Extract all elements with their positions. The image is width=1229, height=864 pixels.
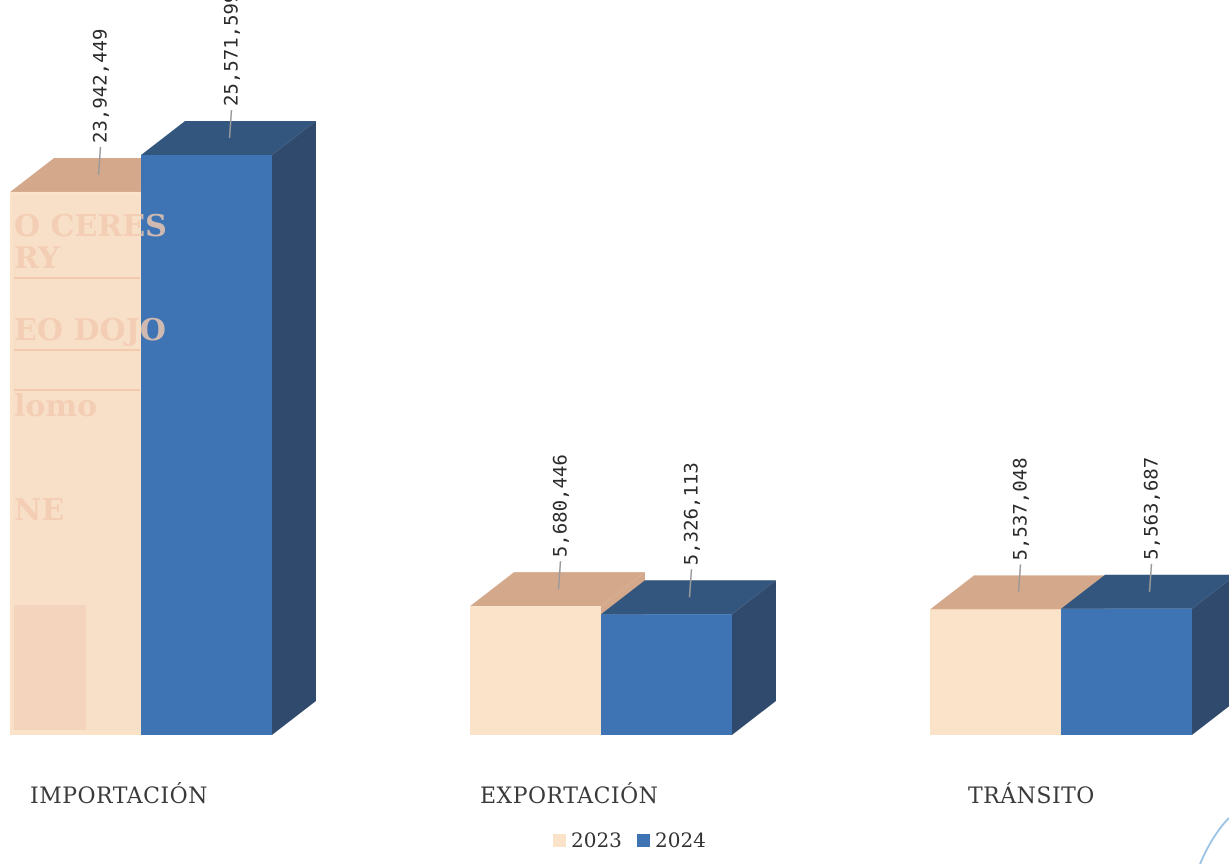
legend-swatch-2023 bbox=[553, 834, 566, 847]
bar-1-2023-front bbox=[470, 606, 601, 735]
leader-line-0-2024 bbox=[228, 109, 233, 139]
bar-2-2024-front bbox=[1061, 608, 1192, 735]
data-label-2-2024: 5,563,687 bbox=[1141, 457, 1163, 560]
bar-0-2024-front bbox=[141, 155, 272, 735]
stamp-box bbox=[14, 605, 86, 730]
stamp-line-4: NE bbox=[14, 493, 64, 528]
bar-2-2024 bbox=[1061, 574, 1229, 735]
leader-line-1-2024 bbox=[688, 569, 693, 598]
bar-0-2024 bbox=[141, 121, 316, 735]
data-label-0-2023: 23,942,449 bbox=[90, 29, 112, 143]
bar-1-2024-front bbox=[601, 614, 732, 735]
bar-2-2024-side bbox=[1192, 580, 1229, 735]
bar-2-2024-top bbox=[1061, 574, 1229, 609]
category-label-2: TRÁNSITO bbox=[968, 782, 1095, 809]
stamp-line-1: RY bbox=[14, 241, 60, 276]
bar-0-2024-side bbox=[272, 121, 316, 735]
data-label-0-2024: 25,571,599 bbox=[221, 0, 243, 106]
stamp-line-0: O CERES bbox=[14, 209, 167, 244]
data-label-1-2023: 5,680,446 bbox=[550, 454, 572, 557]
bars-layer bbox=[10, 121, 1229, 736]
value-labels-layer: 23,942,449 25,571,599 5,680,446 5,326,113 5,… bbox=[90, 0, 1163, 598]
leader-line-0-2023 bbox=[97, 146, 102, 176]
category-labels-layer: IMPORTACIÓN EXPORTACIÓN TRÁNSITO bbox=[30, 782, 1095, 809]
category-label-1: EXPORTACIÓN bbox=[480, 782, 658, 809]
legend-label-2023: 2023 bbox=[571, 828, 622, 852]
bar-1-2024-side bbox=[732, 580, 776, 735]
legend-swatch-2024 bbox=[637, 834, 650, 847]
stamp-line-3: lomo bbox=[14, 389, 97, 424]
bar-2-2023-front bbox=[930, 609, 1061, 735]
category-label-0: IMPORTACIÓN bbox=[30, 782, 208, 809]
data-label-2-2023: 5,537,048 bbox=[1010, 457, 1032, 560]
data-label-1-2024: 5,326,113 bbox=[681, 462, 703, 565]
leader-line-2-2023 bbox=[1017, 564, 1022, 593]
bar-1-2024-top bbox=[601, 580, 776, 615]
scan-mark bbox=[1199, 817, 1229, 864]
legend-label-2024: 2024 bbox=[655, 828, 706, 852]
bar-1-2023-top bbox=[470, 572, 645, 607]
legend: 2023 2024 bbox=[553, 828, 706, 852]
leader-line-1-2023 bbox=[557, 561, 562, 590]
bar-0-2024-top bbox=[141, 121, 316, 155]
bar-1-2024 bbox=[601, 580, 776, 735]
leader-line-2-2024 bbox=[1148, 563, 1153, 592]
stamp-line-2: EO DOJO bbox=[14, 313, 166, 348]
stamp-background bbox=[12, 195, 140, 730]
bar-2-2023-top bbox=[930, 575, 1105, 610]
